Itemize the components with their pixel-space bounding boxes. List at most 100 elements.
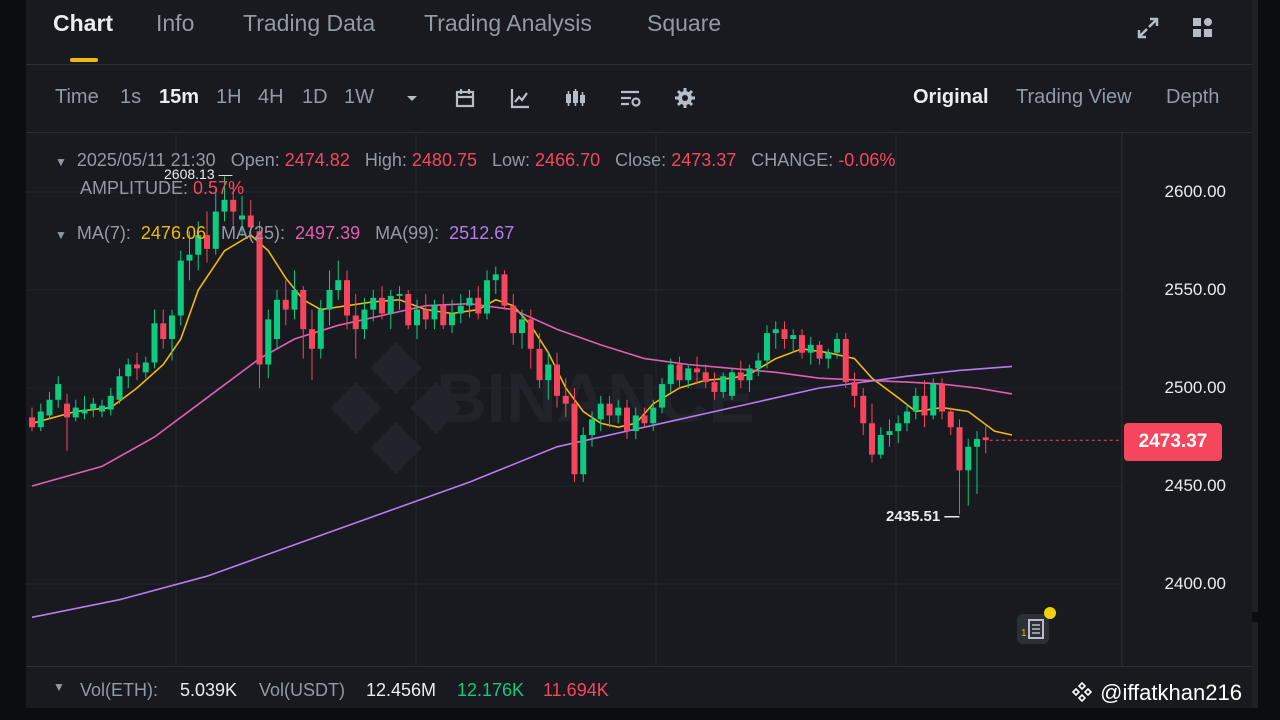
low-value: 2466.70 (535, 150, 601, 170)
interval-1w[interactable]: 1W (344, 86, 374, 108)
candle-body (379, 297, 385, 314)
view-original[interactable]: Original (913, 86, 989, 108)
candle-body (834, 339, 840, 353)
ma99-label: MA(99): (375, 223, 440, 243)
chart-canvas[interactable]: BINANCE (26, 132, 1252, 666)
candle-body (414, 309, 420, 326)
candle-body (169, 315, 175, 339)
candle-body (256, 231, 263, 365)
current-price-value: 2473.37 (1138, 431, 1208, 452)
candle-body (860, 395, 867, 424)
candle-body (702, 372, 709, 383)
amplitude-value: 0.57% (193, 178, 245, 198)
candle-body (99, 405, 105, 412)
candle-body (282, 299, 289, 310)
vol-eth-label: Vol(ETH): (80, 680, 159, 700)
candle-body (527, 319, 534, 349)
tab-square[interactable]: Square (647, 10, 722, 36)
candle-body (851, 382, 858, 396)
ma7-value: 2476.06 (140, 223, 206, 243)
dropdown-caret-icon[interactable] (400, 86, 424, 110)
gear-icon[interactable] (673, 86, 697, 110)
candle-body (142, 362, 149, 373)
high-value: 2480.75 (411, 150, 477, 170)
price-tick-2550: 2550.00 (1164, 280, 1226, 299)
interval-time[interactable]: Time (55, 86, 99, 108)
candle-body (869, 423, 875, 455)
candle-body (904, 411, 910, 424)
ma7-label: MA(7): (76, 223, 131, 243)
interval-1s[interactable]: 1s (120, 86, 142, 108)
interval-15m[interactable]: 15m (159, 86, 200, 108)
tab-trading-data[interactable]: Trading Data (243, 10, 376, 36)
ma-collapse-chevron-icon[interactable]: ▼ (55, 228, 67, 242)
candle-body (956, 427, 963, 471)
top-tabs: Chart Info Trading Data Trading Analysis… (26, 0, 1252, 65)
low-marker-label: 2435.51 — (886, 508, 960, 525)
tab-trading-analysis[interactable]: Trading Analysis (424, 10, 592, 36)
collapse-chevron-icon[interactable]: ▼ (55, 155, 67, 169)
candle-body (939, 384, 945, 412)
vol-collapse-chevron-icon[interactable]: ▼ (53, 680, 65, 694)
expand-icon[interactable] (1134, 14, 1162, 42)
candle-body (422, 309, 429, 320)
candle-body (449, 313, 455, 326)
active-tab-indicator (70, 58, 98, 62)
candle-body (221, 199, 228, 212)
candle-body (554, 364, 560, 396)
view-depth[interactable]: Depth (1166, 86, 1220, 108)
ma25-value: 2497.39 (295, 223, 361, 243)
candle-body (344, 280, 350, 316)
candle-body (457, 305, 464, 314)
candle-body (239, 215, 245, 220)
svg-text:1: 1 (1021, 628, 1027, 639)
candle-body (46, 399, 53, 416)
interval-1h[interactable]: 1H (216, 86, 242, 108)
candle-body (300, 290, 307, 330)
grid-icon[interactable] (1189, 14, 1217, 42)
candle-body (29, 417, 35, 428)
chart-settings-icon[interactable] (618, 86, 642, 110)
candle-body (352, 315, 359, 330)
candle-body (921, 395, 928, 416)
candle-body (195, 235, 202, 255)
tab-info[interactable]: Info (156, 10, 195, 36)
vol-usdt-label: Vol(USDT) (259, 680, 346, 700)
candle-body (212, 211, 219, 249)
candle-body (825, 352, 832, 359)
candle-body (536, 348, 543, 381)
candle-body (877, 435, 884, 455)
indicator-icon[interactable] (508, 86, 532, 110)
interval-1d[interactable]: 1D (302, 86, 328, 108)
candle-body (589, 419, 595, 436)
candle-body (624, 407, 630, 432)
high-label: High: (364, 150, 407, 170)
open-label: Open: (230, 150, 280, 170)
ma-line-ma99 (31, 365, 1013, 619)
interval-4h[interactable]: 4H (258, 86, 284, 108)
candle-body (729, 372, 735, 396)
candle-body (405, 293, 412, 326)
candlestick-chart[interactable]: BINANCE (26, 132, 1252, 667)
candle-body (64, 403, 70, 418)
tab-chart[interactable]: Chart (53, 10, 114, 36)
candle-body (317, 309, 324, 349)
candle-type-icon[interactable] (563, 86, 587, 110)
candle-body (641, 415, 648, 424)
candle-body (431, 305, 438, 320)
candle-body (790, 335, 797, 339)
binance-logo-icon (1071, 681, 1093, 703)
candle-body (177, 260, 184, 316)
calendar-icon[interactable] (453, 86, 477, 110)
low-marker-value: 2435.51 (886, 508, 941, 525)
candle-body (484, 280, 490, 314)
candle-body (510, 305, 517, 334)
candle-body (134, 364, 140, 369)
candle-body (807, 344, 814, 353)
order-book-widget-icon[interactable]: 1 (1013, 604, 1063, 650)
ohlc-info: ▼ 2025/05/11 21:30 Open: 2474.82 High: 24… (55, 150, 895, 171)
creator-credit: @iffatkhan216 (1070, 680, 1242, 706)
view-trading-view[interactable]: Trading View (1016, 86, 1132, 108)
candle-body (90, 403, 97, 410)
candle-body (632, 415, 639, 432)
